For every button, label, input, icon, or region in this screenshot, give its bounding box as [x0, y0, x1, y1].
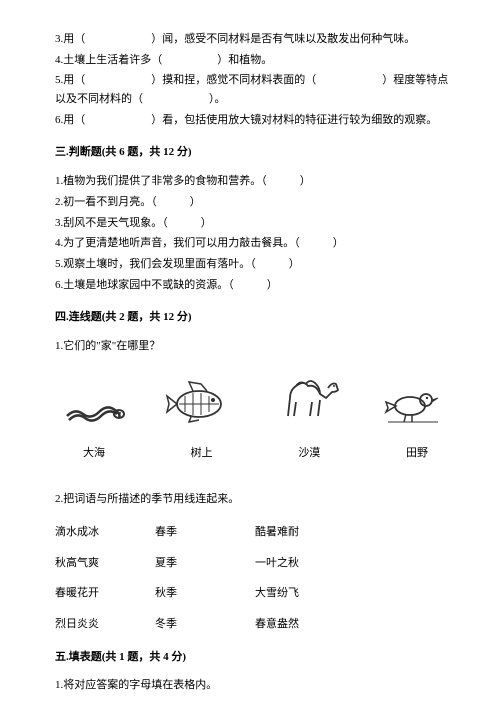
m3-c3: 大雪纷飞: [255, 584, 299, 603]
snake-image: [59, 382, 131, 426]
label-sea: 大海: [83, 444, 105, 463]
fish-icon: [163, 378, 237, 426]
animal-images-row: [55, 372, 450, 426]
s3-item-6: 6.土壤是地球家园中不或缺的资源。（ ）: [55, 276, 450, 295]
m4-c1: 烈日炎炎: [55, 615, 155, 634]
s4-q2-prompt: 2.把词语与所描述的季节用线连起来。: [55, 490, 450, 509]
habitat-labels: 大海 树上 沙漠 田野: [55, 444, 450, 463]
bird-icon: [380, 384, 446, 426]
m2-c2: 夏季: [155, 554, 255, 573]
intro-questions: 3.用（ ）闻，感受不同材料是否有气味以及散发出何种气味。 4.土壤上生活着许多…: [55, 30, 450, 129]
season-match-table: 滴水成冰 春季 酷暑难耐 秋高气爽 夏季 一叶之秋 春暖花开 秋季 大雪纷飞 烈…: [55, 523, 450, 634]
m3-c1: 春暖花开: [55, 584, 155, 603]
section3-items: 1.植物为我们提供了非常多的食物和营养。（ ） 2.初一看不到月亮。（ ） 3.…: [55, 172, 450, 294]
s3-item-2: 2.初一看不到月亮。（ ）: [55, 193, 450, 212]
m2-c1: 秋高气爽: [55, 554, 155, 573]
snake-icon: [59, 382, 131, 426]
label-field: 田野: [406, 444, 428, 463]
s3-item-1: 1.植物为我们提供了非常多的食物和营养。（ ）: [55, 172, 450, 191]
bird-image: [380, 384, 446, 426]
m3-c2: 秋季: [155, 584, 255, 603]
m4-c3: 春意盎然: [255, 615, 299, 634]
s3-item-4: 4.为了更清楚地听声音，我们可以用力敲击餐具。（ ）: [55, 234, 450, 253]
section3-title: 三.判断题(共 6 题，共 12 分): [55, 143, 450, 162]
label-desert: 沙漠: [298, 444, 320, 463]
match-row-3: 春暖花开 秋季 大雪纷飞: [55, 584, 450, 603]
m1-c2: 春季: [155, 523, 255, 542]
intro-q3: 3.用（ ）闻，感受不同材料是否有气味以及散发出何种气味。: [55, 30, 450, 49]
s4-q1-prompt: 1.它们的"家"在哪里？: [55, 337, 450, 356]
camel-icon: [268, 372, 348, 426]
s5-q1: 1.将对应答案的字母填在表格内。: [55, 676, 450, 695]
intro-q6: 6.用（ ）看，包括使用放大镜对材料的特征进行较为细致的观察。: [55, 111, 450, 130]
section5-title: 五.填表题(共 1 题，共 4 分): [55, 648, 450, 667]
s3-item-5: 5.观察土壤时，我们会发现里面有落叶。（ ）: [55, 255, 450, 274]
section4-title: 四.连线题(共 2 题，共 12 分): [55, 308, 450, 327]
m2-c3: 一叶之秋: [255, 554, 299, 573]
fish-image: [163, 378, 237, 426]
camel-image: [268, 372, 348, 426]
m1-c1: 滴水成冰: [55, 523, 155, 542]
m1-c3: 酷暑难耐: [255, 523, 299, 542]
match-row-4: 烈日炎炎 冬季 春意盎然: [55, 615, 450, 634]
match-row-1: 滴水成冰 春季 酷暑难耐: [55, 523, 450, 542]
intro-q4: 4.土壤上生活着许多（ ）和植物。: [55, 51, 450, 70]
m4-c2: 冬季: [155, 615, 255, 634]
match-row-2: 秋高气爽 夏季 一叶之秋: [55, 554, 450, 573]
label-tree: 树上: [191, 444, 213, 463]
s3-item-3: 3.刮风不是天气现象。（ ）: [55, 214, 450, 233]
intro-q5: 5.用（ ）摸和捏，感觉不同材料表面的（ ）程度等特点以及不同材料的（ ）。: [55, 71, 450, 108]
